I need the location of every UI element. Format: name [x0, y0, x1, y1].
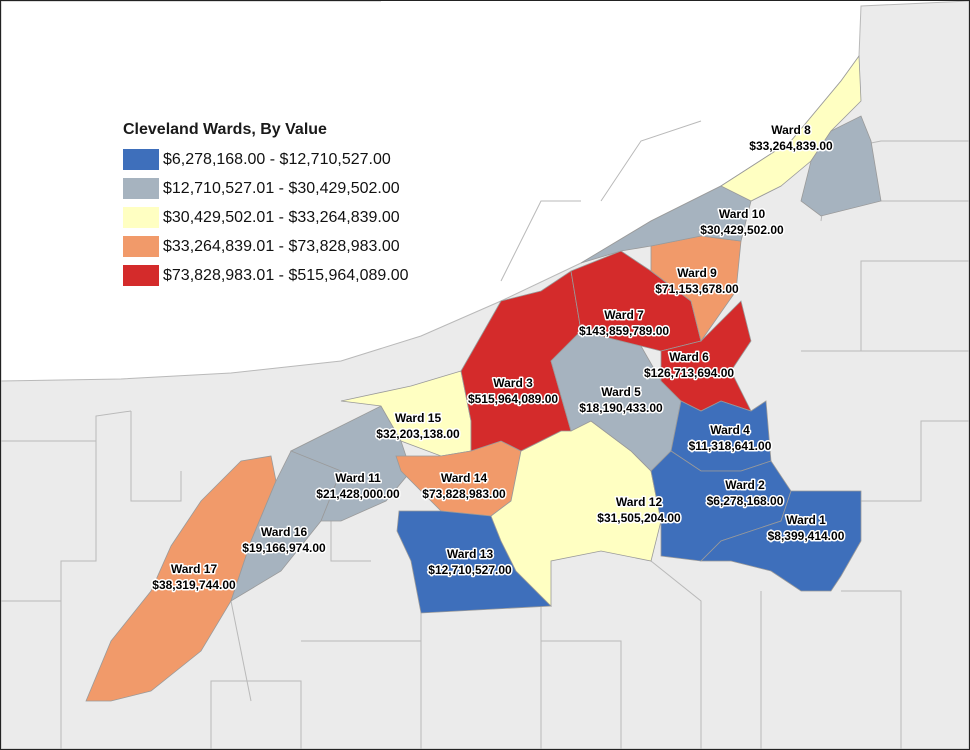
legend-swatch-1 [123, 149, 159, 170]
ward-1-region[interactable] [700, 490, 862, 592]
ward-7-name: Ward 7 [604, 308, 644, 322]
legend-swatch-3 [123, 207, 159, 228]
ward-17-value: $38,319,744.00 [152, 578, 236, 592]
ward-11-name: Ward 11 [335, 471, 381, 485]
map-legend: Cleveland Wards, By Value $6,278,168.00 … [123, 121, 409, 290]
ward-7-value: $143,859,789.00 [579, 324, 669, 338]
legend-label-1: $6,278,168.00 - $12,710,527.00 [163, 150, 391, 168]
legend-label-4: $33,264,839.01 - $73,828,983.00 [163, 237, 400, 255]
ward-13-value: $12,710,527.00 [428, 563, 512, 577]
ward-12-name: Ward 12 [616, 495, 663, 509]
ward-12-value: $31,505,204.00 [597, 511, 681, 525]
ward-10-east-region[interactable] [800, 115, 882, 217]
legend-row-4: $33,264,839.01 - $73,828,983.00 [123, 232, 409, 261]
ward-17-region[interactable] [85, 455, 277, 702]
ward-labels: Ward 8 $33,264,839.00 Ward 10 $30,429,50… [151, 122, 846, 594]
ward-4-value: $11,318,641.00 [689, 439, 772, 453]
ward-15-name: Ward 15 [395, 411, 442, 425]
ward-5-value: $18,190,433.00 [579, 401, 663, 415]
ward-5-name: Ward 5 [601, 385, 641, 399]
municipal-boundaries [1, 120, 969, 749]
ward-16-value: $19,166,974.00 [242, 541, 326, 555]
ward-14-name: Ward 14 [441, 471, 488, 485]
ward-8-name: Ward 8 [771, 123, 811, 137]
ward-10-name: Ward 10 [719, 207, 766, 221]
ward-8-region[interactable] [720, 54, 862, 202]
ward-3-value: $515,964,089.00 [468, 392, 558, 406]
ward-1-name: Ward 1 [786, 513, 826, 527]
ward-6-value: $126,713,694.00 [644, 366, 734, 380]
legend-row-1: $6,278,168.00 - $12,710,527.00 [123, 145, 409, 174]
legend-row-5: $73,828,983.01 - $515,964,089.00 [123, 261, 409, 290]
legend-swatch-4 [123, 236, 159, 257]
legend-label-2: $12,710,527.01 - $30,429,502.00 [163, 179, 400, 197]
ward-14-value: $73,828,983.00 [422, 487, 506, 501]
legend-row-2: $12,710,527.01 - $30,429,502.00 [123, 174, 409, 203]
ward-16-name: Ward 16 [261, 525, 308, 539]
ward-8-value: $33,264,839.00 [749, 139, 833, 153]
legend-swatch-2 [123, 178, 159, 199]
ward-15-value: $32,203,138.00 [376, 427, 460, 441]
ward-11-region[interactable] [290, 405, 412, 522]
ward-2-value: $6,278,168.00 [707, 494, 784, 508]
ward-4-name: Ward 4 [710, 423, 750, 437]
ward-10-value: $30,429,502.00 [700, 223, 784, 237]
legend-title: Cleveland Wards, By Value [123, 121, 327, 138]
ward-13-name: Ward 13 [447, 547, 494, 561]
ward-3-name: Ward 3 [493, 376, 533, 390]
ward-2-name: Ward 2 [725, 478, 765, 492]
ward-1-value: $8,399,414.00 [768, 529, 845, 543]
ward-9-name: Ward 9 [677, 266, 717, 280]
ward-11-value: $21,428,000.00 [316, 487, 400, 501]
legend-row-3: $30,429,502.01 - $33,264,839.00 [123, 203, 409, 232]
ward-6-name: Ward 6 [669, 350, 709, 364]
legend-label-5: $73,828,983.01 - $515,964,089.00 [163, 266, 409, 284]
legend-swatch-5 [123, 265, 159, 286]
legend-label-3: $30,429,502.01 - $33,264,839.00 [163, 208, 400, 226]
wards-layer [85, 54, 882, 702]
ward-17-name: Ward 17 [171, 562, 218, 576]
ward-9-value: $71,153,678.00 [655, 282, 739, 296]
